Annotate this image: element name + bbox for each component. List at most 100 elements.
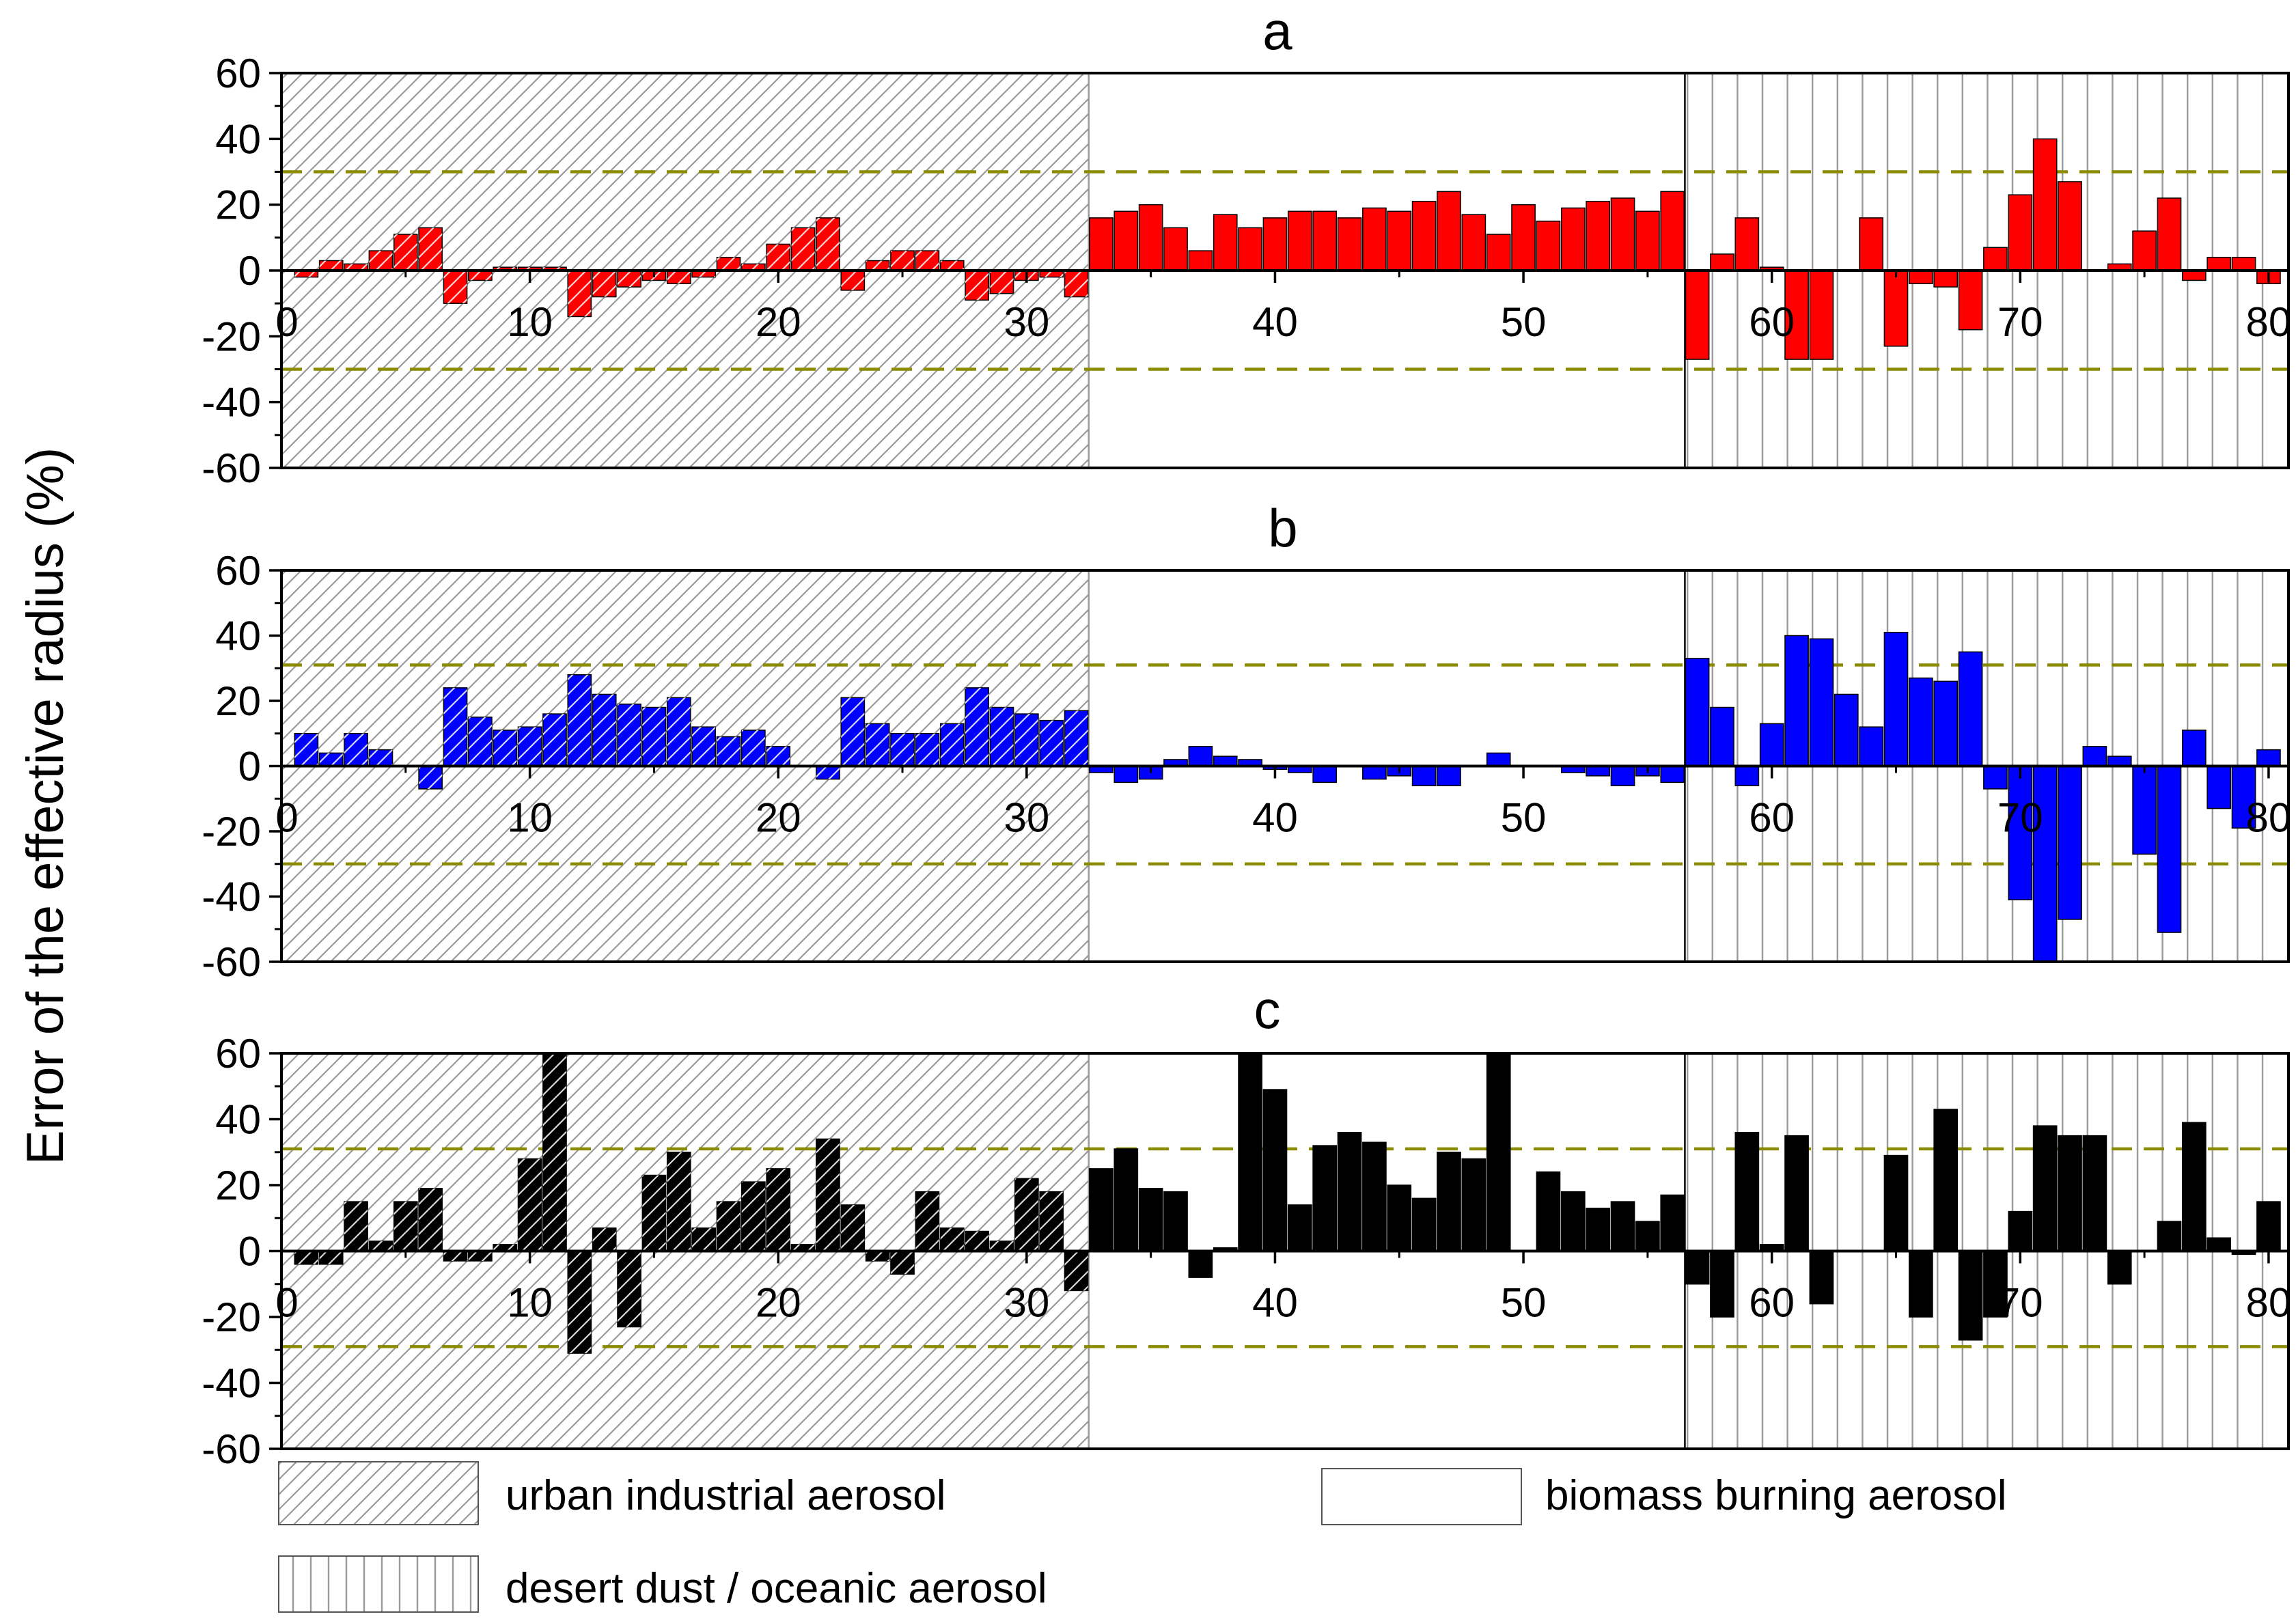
panel-b-bar xyxy=(1734,765,1760,786)
panel-c-bar xyxy=(1437,1152,1461,1252)
panel-a-bar-hatch xyxy=(542,267,567,270)
panel-c-bar xyxy=(1486,1053,1511,1252)
panel-b-bar xyxy=(2082,746,2107,767)
panel-c-y-tick-label: -40 xyxy=(202,1361,261,1406)
panel-b-bar-hatch xyxy=(493,730,517,766)
panel-c-bar xyxy=(1586,1208,1610,1252)
panel-a-y-tick-label: -20 xyxy=(202,314,261,359)
panel-c-bar-hatch xyxy=(915,1191,939,1251)
panel-c-bar-hatch xyxy=(741,1182,765,1251)
panel-c-bar xyxy=(1685,1250,1710,1285)
panel-b-bar xyxy=(2058,765,2082,920)
panel-a-bar-hatch xyxy=(518,267,542,270)
panel-a-bar xyxy=(1337,217,1362,271)
panel-b-y-tick-label: -20 xyxy=(202,809,261,855)
panel-b-bar xyxy=(1710,706,1734,767)
panel-a-y-tick-label: 0 xyxy=(238,248,261,294)
panel-a-y-tick-label: 20 xyxy=(215,182,261,228)
panel-b-bar-hatch xyxy=(1014,714,1038,766)
panel-c-x-tick-label: 40 xyxy=(1252,1280,1298,1326)
legend-item-urban: urban industrial aerosol xyxy=(278,1461,946,1525)
panel-a-bar-hatch xyxy=(667,270,691,284)
panel-b-bar-hatch xyxy=(617,704,641,766)
panel-a-bar xyxy=(1163,227,1188,271)
panel-a: 60 40 20 0 -20 -40 -60 0 10 20 30 40 50 60 70 80 a xyxy=(202,1,2291,491)
panel-a-bar-hatch xyxy=(841,270,865,290)
panel-a-bar xyxy=(1213,214,1238,271)
panel-b-axes: 60 40 20 0 -20 -40 -60 0 10 20 30 40 50 60 70 80 xyxy=(202,548,2291,985)
panel-a-x-tick-label: 70 xyxy=(1997,299,2043,345)
panel-c-bar-hatch xyxy=(1064,1251,1088,1291)
panel-a-bar xyxy=(1511,204,1536,271)
panel-a-x-tick-label: 30 xyxy=(1004,299,1049,345)
panel-a-bar-hatch xyxy=(717,257,741,270)
legend-label-biomass: biomass burning aerosol xyxy=(1545,1472,2007,1519)
panel-a-bar xyxy=(1933,270,1959,288)
panel-a-bar-hatch xyxy=(791,227,815,270)
panel-a-bar-hatch xyxy=(965,270,989,301)
panel-a-bar-hatch xyxy=(766,244,790,270)
panel-c-x-tick-label: 0 xyxy=(275,1280,298,1326)
panel-c-bar xyxy=(1933,1109,1959,1252)
panel-c-bar xyxy=(1461,1158,1486,1252)
panel-b-bar xyxy=(2157,765,2182,933)
panel-a-bar xyxy=(1859,217,1883,271)
panel-a-bar-hatch xyxy=(468,270,492,281)
panel-b-bar-hatch xyxy=(542,714,567,766)
panel-a-bar-hatch xyxy=(319,260,343,270)
panel-c-bar-hatch xyxy=(841,1204,865,1251)
panel-c-bar xyxy=(1238,1053,1262,1252)
panel-c-bar-hatch xyxy=(518,1159,542,1251)
panel-c-bar xyxy=(2157,1221,2182,1252)
panel-a-bar xyxy=(1734,217,1760,271)
panel-c-bar xyxy=(1287,1204,1312,1252)
panel-a-bar-hatch xyxy=(1064,270,1088,297)
panel-a-bar xyxy=(1287,210,1312,271)
panel-b-label: b xyxy=(1268,498,1297,558)
panel-a-bar-hatch xyxy=(890,251,915,270)
panel-c-bar xyxy=(2032,1125,2058,1252)
panel-c-bar-hatch xyxy=(642,1175,666,1251)
panel-c-bar-hatch xyxy=(319,1251,343,1264)
panel-a-bar-hatch xyxy=(915,251,939,270)
panel-a-bar xyxy=(1784,270,1809,360)
panel-c-bar xyxy=(1610,1201,1635,1252)
panel-a-bar xyxy=(1486,234,1511,271)
panel-b-bar-hatch xyxy=(841,697,865,766)
legend-label-urban: urban industrial aerosol xyxy=(506,1472,946,1519)
panel-b-bar-hatch xyxy=(319,753,343,766)
panel-c-x-tick-label: 20 xyxy=(756,1280,801,1326)
panel-c-bar-hatch xyxy=(369,1241,393,1251)
panel-c-bar-hatch xyxy=(717,1202,741,1251)
panel-b-bar-hatch xyxy=(1040,720,1064,766)
panel-b-x-tick-label: 70 xyxy=(1997,795,2043,841)
panel-c-bar xyxy=(1337,1132,1362,1252)
panel-c-bar xyxy=(1560,1191,1586,1252)
panel-b-bar xyxy=(1909,677,1933,767)
panel-b-bar-hatch xyxy=(518,727,542,766)
panel-c-bar-hatch xyxy=(419,1188,443,1251)
panel-a-bar-hatch xyxy=(940,260,964,270)
panel-b-x-tick-label: 30 xyxy=(1004,795,1049,841)
panel-a-bar xyxy=(1362,207,1387,271)
panel-b-x-tick-label: 20 xyxy=(756,795,801,841)
panel-c-bar-hatch xyxy=(592,1227,616,1251)
panel-c-bar-hatch xyxy=(816,1139,840,1251)
panel-a-bar xyxy=(1809,270,1834,360)
panel-c-bar-hatch xyxy=(468,1251,492,1261)
panel-c-bar xyxy=(1909,1250,1933,1318)
panel-c-bar xyxy=(2082,1135,2107,1252)
panel-b-bar xyxy=(2032,765,2058,962)
panel-a-bar-hatch xyxy=(617,270,641,288)
panel-c-y-tick-label: 20 xyxy=(215,1163,261,1208)
panel-a-bar xyxy=(2008,194,2033,271)
panel-c-bar-hatch xyxy=(443,1251,467,1261)
panel-c-bar xyxy=(1312,1145,1338,1252)
panel-b-bar xyxy=(2008,765,2033,901)
panel-a-bar-hatch xyxy=(816,217,840,270)
panel-a-bar xyxy=(1536,221,1561,271)
legend-label-desert: desert dust / oceanic aerosol xyxy=(506,1565,1047,1612)
panel-a-x-tick-label: 20 xyxy=(756,299,801,345)
panel-b-bar xyxy=(1437,765,1461,786)
panel-c-bar-hatch xyxy=(294,1251,318,1264)
